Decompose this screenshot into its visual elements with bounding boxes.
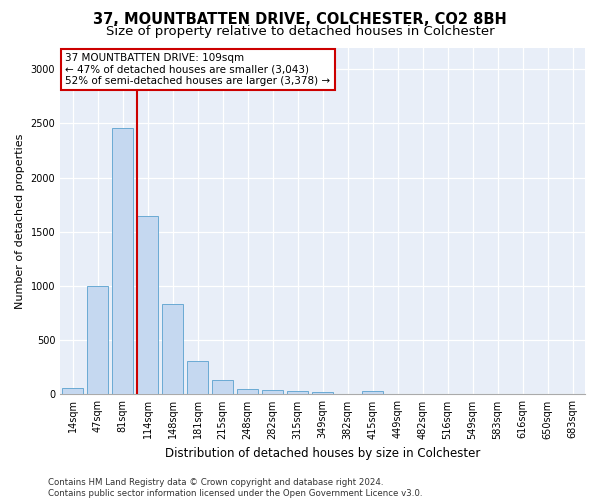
Text: 37, MOUNTBATTEN DRIVE, COLCHESTER, CO2 8BH: 37, MOUNTBATTEN DRIVE, COLCHESTER, CO2 8… bbox=[93, 12, 507, 28]
Bar bbox=[187, 362, 208, 394]
Bar bbox=[162, 304, 183, 394]
X-axis label: Distribution of detached houses by size in Colchester: Distribution of detached houses by size … bbox=[165, 447, 480, 460]
Text: 37 MOUNTBATTEN DRIVE: 109sqm
← 47% of detached houses are smaller (3,043)
52% of: 37 MOUNTBATTEN DRIVE: 109sqm ← 47% of de… bbox=[65, 52, 331, 86]
Text: Contains HM Land Registry data © Crown copyright and database right 2024.
Contai: Contains HM Land Registry data © Crown c… bbox=[48, 478, 422, 498]
Bar bbox=[137, 216, 158, 394]
Bar bbox=[287, 390, 308, 394]
Y-axis label: Number of detached properties: Number of detached properties bbox=[15, 134, 25, 308]
Bar bbox=[212, 380, 233, 394]
Bar bbox=[312, 392, 333, 394]
Bar bbox=[237, 389, 258, 394]
Bar bbox=[112, 128, 133, 394]
Bar bbox=[362, 391, 383, 394]
Text: Size of property relative to detached houses in Colchester: Size of property relative to detached ho… bbox=[106, 25, 494, 38]
Bar bbox=[87, 286, 108, 395]
Bar bbox=[62, 388, 83, 394]
Bar bbox=[262, 390, 283, 394]
